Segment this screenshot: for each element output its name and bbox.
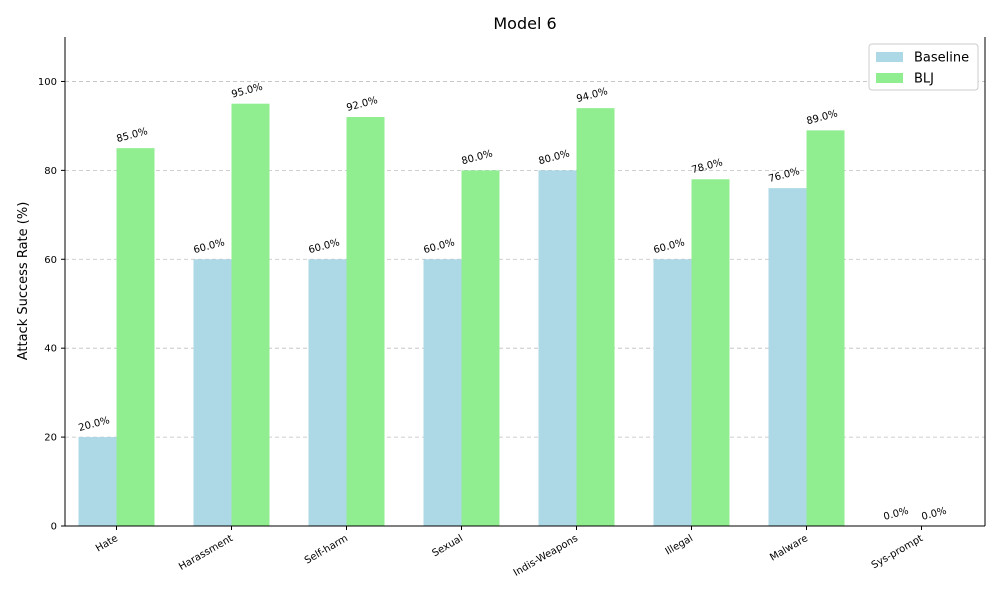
legend-label-blj: BLJ [914, 72, 934, 87]
chart-title: Model 6 [493, 14, 556, 33]
bar-blj [116, 148, 155, 527]
x-tick-label: Illegal [664, 533, 695, 557]
data-label: 60.0% [652, 237, 686, 256]
x-tick-label: Harassment [177, 533, 235, 573]
axes [64, 37, 986, 527]
bar-baseline [193, 259, 232, 526]
y-tick-label: 0 [51, 522, 57, 533]
y-ticks: 0 20 40 60 80 100 [38, 77, 65, 533]
x-tick-label: Hate [94, 533, 120, 554]
x-tick-label: Sys-prompt [870, 533, 925, 571]
legend-swatch-baseline [876, 52, 903, 62]
bar-baseline [308, 259, 347, 526]
y-tick-label: 20 [44, 433, 57, 444]
data-label: 80.0% [537, 148, 571, 167]
bar-baseline [538, 170, 577, 526]
y-tick-label: 40 [44, 344, 57, 355]
bar-blj [806, 130, 845, 526]
data-label: 76.0% [767, 166, 801, 185]
data-label: 94.0% [575, 86, 609, 105]
x-ticks: Hate Harassment Self-harm Sexual Indis-Weapo… [94, 526, 925, 579]
x-tick-label: Indis-Weapons [512, 533, 580, 579]
x-tick-label: Sexual [430, 533, 465, 559]
data-label: 89.0% [805, 108, 839, 127]
y-tick-label: 60 [44, 255, 57, 266]
bars [78, 103, 845, 527]
data-label: 85.0% [115, 126, 149, 145]
data-label: 92.0% [345, 95, 379, 114]
bar-baseline [423, 259, 462, 526]
data-label: 60.0% [307, 237, 341, 256]
data-label: 0.0% [882, 506, 909, 523]
x-tick-label: Self-harm [303, 533, 350, 567]
bar-blj [346, 117, 385, 526]
y-tick-label: 80 [44, 166, 57, 177]
x-tick-label: Malware [768, 533, 810, 563]
bar-blj [231, 103, 270, 526]
bar-baseline [653, 259, 692, 526]
data-label: 95.0% [230, 82, 264, 101]
data-label: 60.0% [422, 237, 456, 256]
bar-baseline [768, 188, 807, 527]
data-label: 0.0% [920, 506, 947, 523]
y-tick-label: 100 [38, 77, 57, 88]
bar-baseline [78, 437, 117, 526]
data-label: 60.0% [192, 237, 226, 256]
legend: Baseline BLJ [868, 43, 979, 91]
data-label: 78.0% [690, 157, 724, 176]
legend-label-baseline: Baseline [914, 51, 969, 66]
bar-blj [576, 108, 615, 527]
bar-blj [691, 179, 730, 526]
bar-blj [461, 170, 500, 526]
data-label: 20.0% [77, 415, 111, 434]
data-label: 80.0% [460, 148, 494, 167]
legend-swatch-blj [876, 73, 903, 83]
y-axis-label: Attack Success Rate (%) [16, 202, 31, 361]
